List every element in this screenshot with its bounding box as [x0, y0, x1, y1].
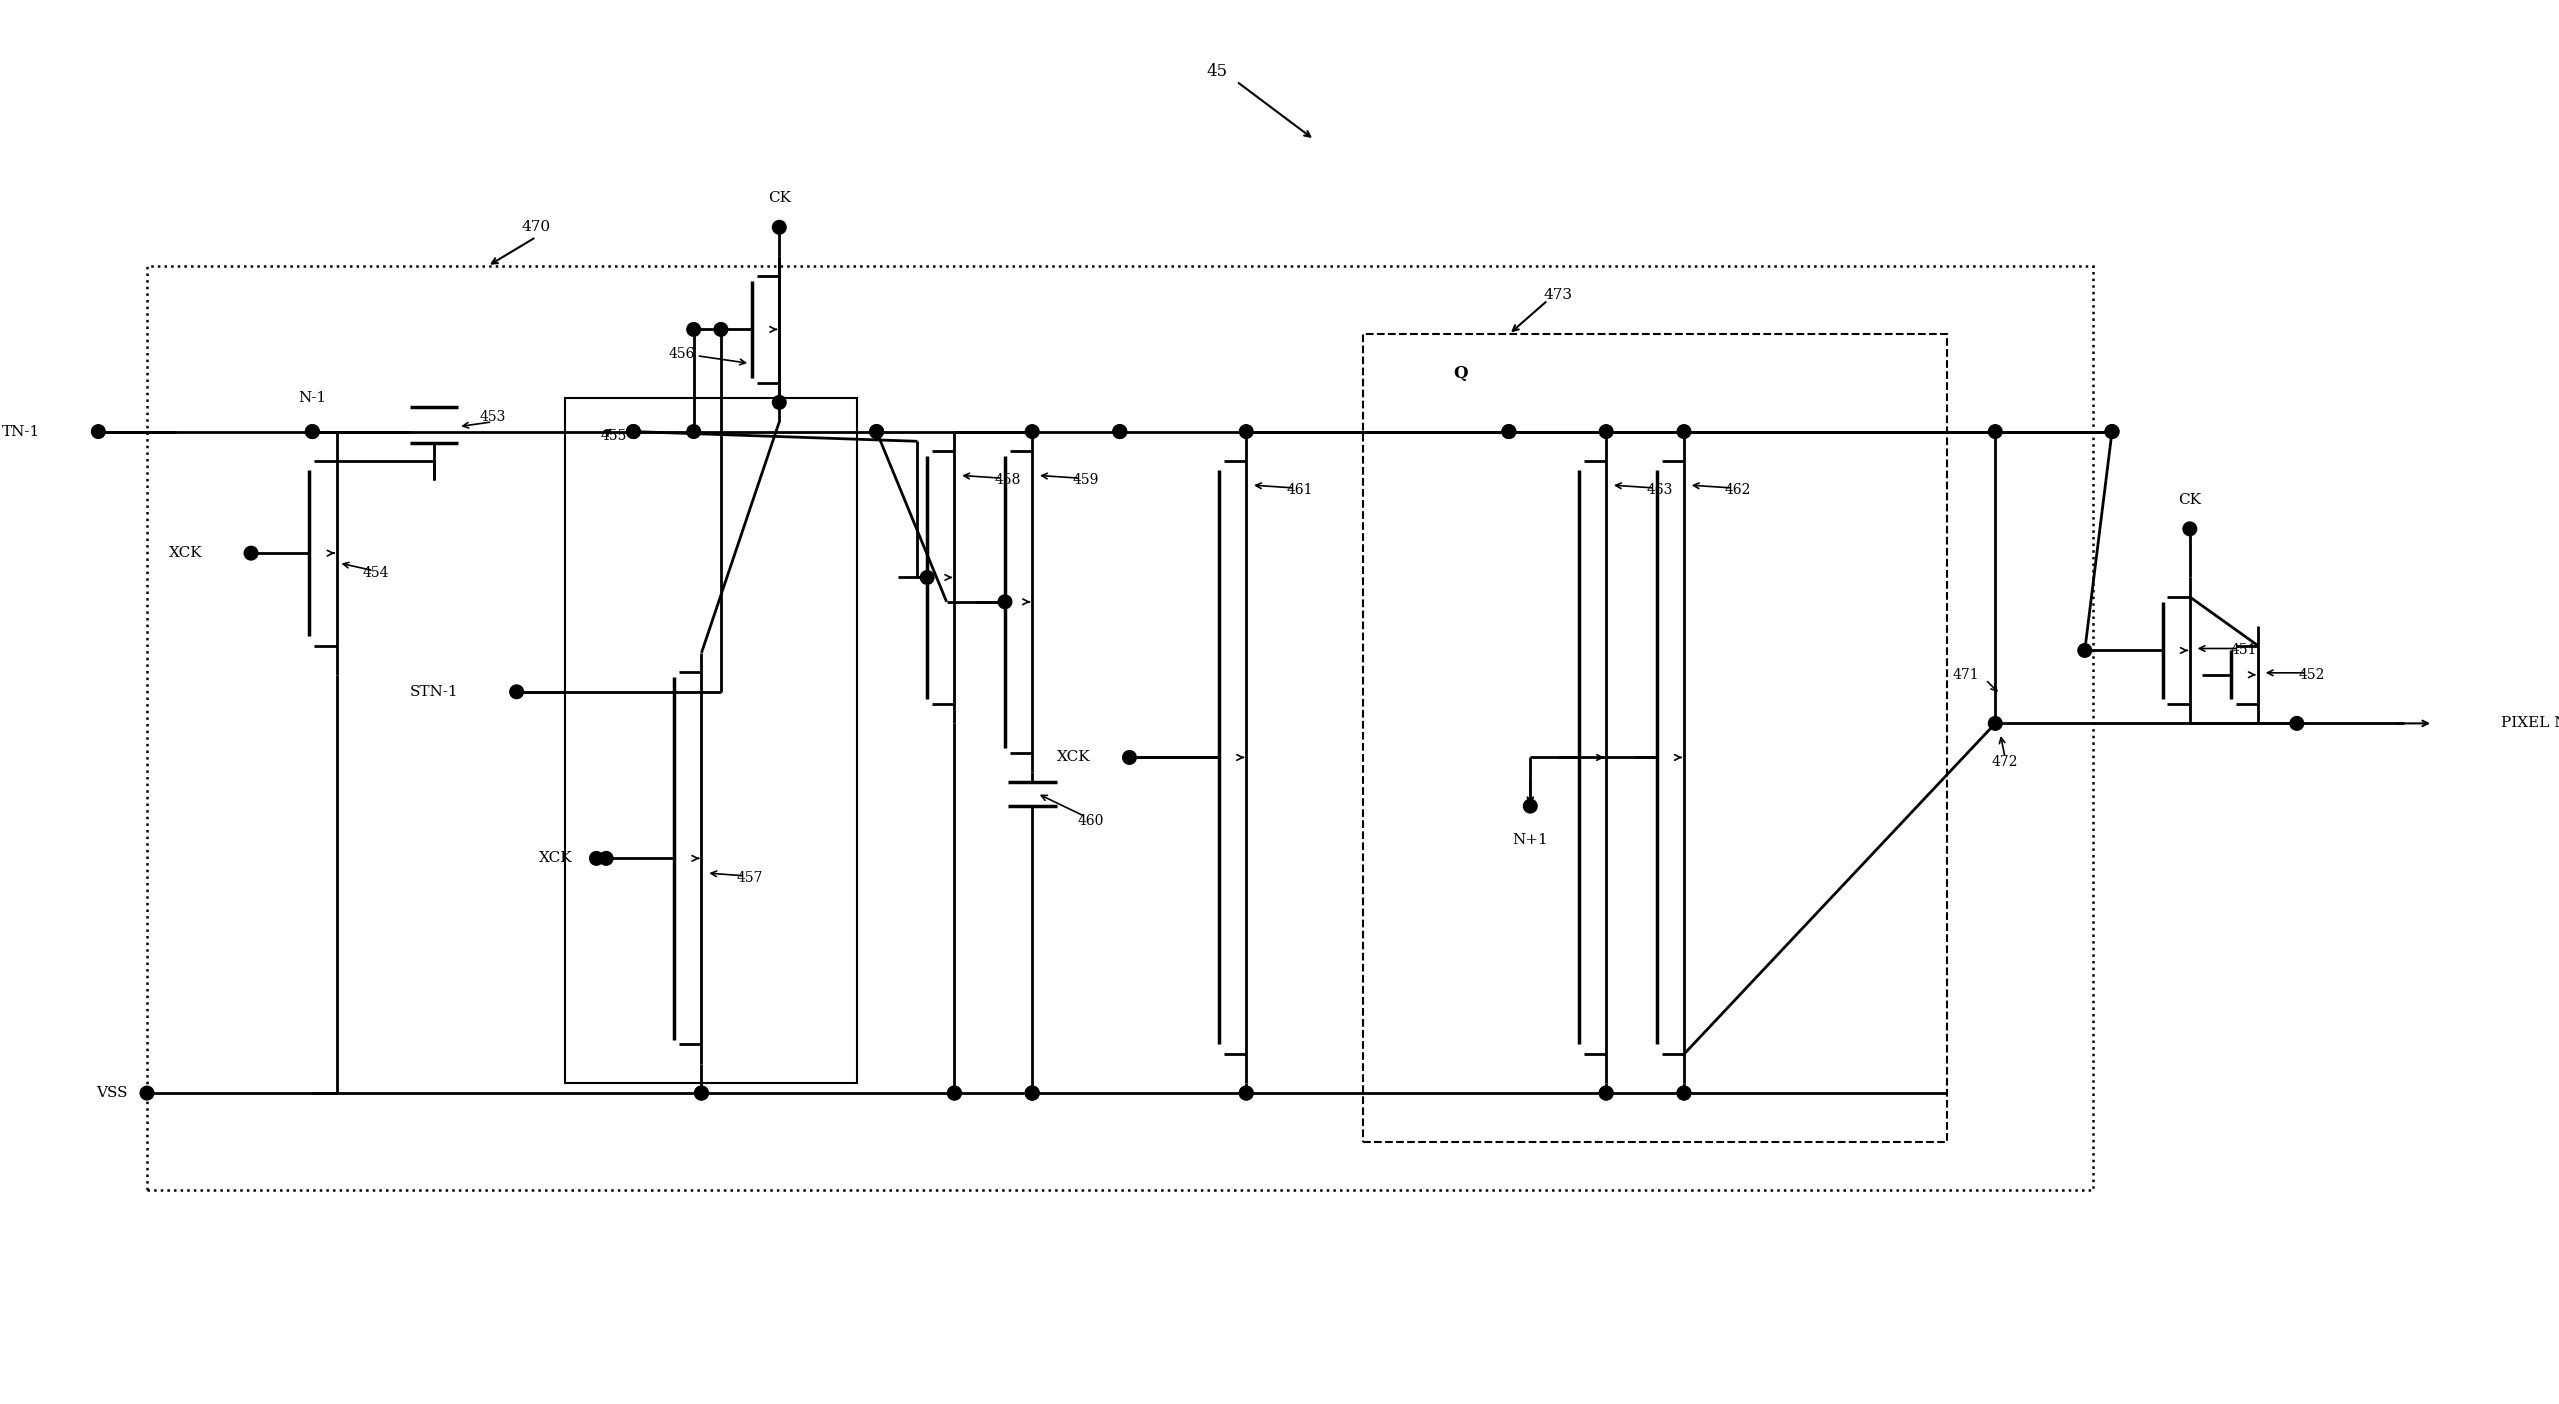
Circle shape [1599, 1087, 1612, 1099]
Text: 454: 454 [363, 566, 389, 580]
Circle shape [599, 852, 614, 865]
Text: 470: 470 [522, 220, 550, 234]
Text: 461: 461 [1287, 483, 1313, 497]
Text: 471: 471 [1953, 668, 1981, 682]
Text: CK: CK [2178, 493, 2201, 507]
Circle shape [870, 425, 883, 438]
Text: PIXEL N: PIXEL N [2500, 716, 2559, 730]
Text: STN-1: STN-1 [409, 685, 458, 699]
Text: 452: 452 [2298, 668, 2324, 682]
Text: 459: 459 [1072, 473, 1098, 487]
Circle shape [1988, 425, 2001, 438]
Circle shape [305, 425, 320, 438]
Text: 462: 462 [1725, 483, 1750, 497]
Text: VSS: VSS [97, 1087, 128, 1101]
Text: 45: 45 [1205, 63, 1228, 80]
Circle shape [2078, 643, 2091, 657]
Circle shape [589, 852, 604, 865]
Circle shape [686, 323, 701, 336]
Circle shape [1026, 1087, 1039, 1099]
Circle shape [1026, 1087, 1039, 1099]
Circle shape [1502, 425, 1515, 438]
Text: 463: 463 [1645, 483, 1674, 497]
Circle shape [1676, 1087, 1691, 1099]
Circle shape [947, 1087, 962, 1099]
Circle shape [141, 1087, 154, 1099]
Circle shape [1113, 425, 1126, 438]
Circle shape [1026, 1087, 1039, 1099]
Circle shape [686, 425, 701, 438]
Circle shape [1676, 425, 1691, 438]
Circle shape [1523, 799, 1538, 813]
Text: XCK: XCK [169, 546, 202, 560]
Circle shape [1599, 1087, 1612, 1099]
Circle shape [2106, 425, 2119, 438]
Text: Q: Q [1454, 365, 1466, 382]
Circle shape [1988, 716, 2001, 730]
Circle shape [1026, 425, 1039, 438]
Circle shape [1239, 1087, 1254, 1099]
Circle shape [773, 396, 786, 409]
Text: 473: 473 [1543, 288, 1571, 302]
Text: XCK: XCK [537, 851, 573, 865]
Text: N+1: N+1 [1512, 833, 1548, 847]
Circle shape [1599, 425, 1612, 438]
Circle shape [627, 425, 640, 438]
Circle shape [998, 595, 1011, 608]
Circle shape [1239, 1087, 1254, 1099]
Text: 460: 460 [1077, 814, 1103, 828]
Text: N-1: N-1 [299, 390, 328, 404]
Circle shape [2106, 425, 2119, 438]
Circle shape [1113, 425, 1126, 438]
Circle shape [773, 220, 786, 234]
Text: 455: 455 [601, 430, 627, 444]
Text: 456: 456 [668, 347, 696, 361]
Circle shape [2290, 716, 2303, 730]
Text: 457: 457 [737, 870, 763, 885]
Text: 451: 451 [2229, 643, 2257, 657]
Circle shape [921, 570, 934, 584]
Text: XCK: XCK [1057, 751, 1090, 764]
Circle shape [627, 425, 640, 438]
Circle shape [947, 1087, 962, 1099]
Circle shape [305, 425, 320, 438]
Circle shape [1123, 751, 1136, 764]
Circle shape [243, 546, 258, 560]
Circle shape [2183, 522, 2196, 536]
Text: 472: 472 [1991, 755, 2019, 769]
Circle shape [693, 1087, 709, 1099]
Circle shape [1676, 1087, 1691, 1099]
Text: CK: CK [768, 191, 791, 205]
Text: TN-1: TN-1 [3, 424, 41, 438]
Circle shape [693, 1087, 709, 1099]
Text: 453: 453 [479, 410, 507, 424]
Circle shape [509, 685, 525, 699]
Circle shape [1502, 425, 1515, 438]
Circle shape [92, 425, 105, 438]
Circle shape [1239, 425, 1254, 438]
Text: 458: 458 [995, 473, 1021, 487]
Circle shape [870, 425, 883, 438]
Circle shape [714, 323, 727, 336]
